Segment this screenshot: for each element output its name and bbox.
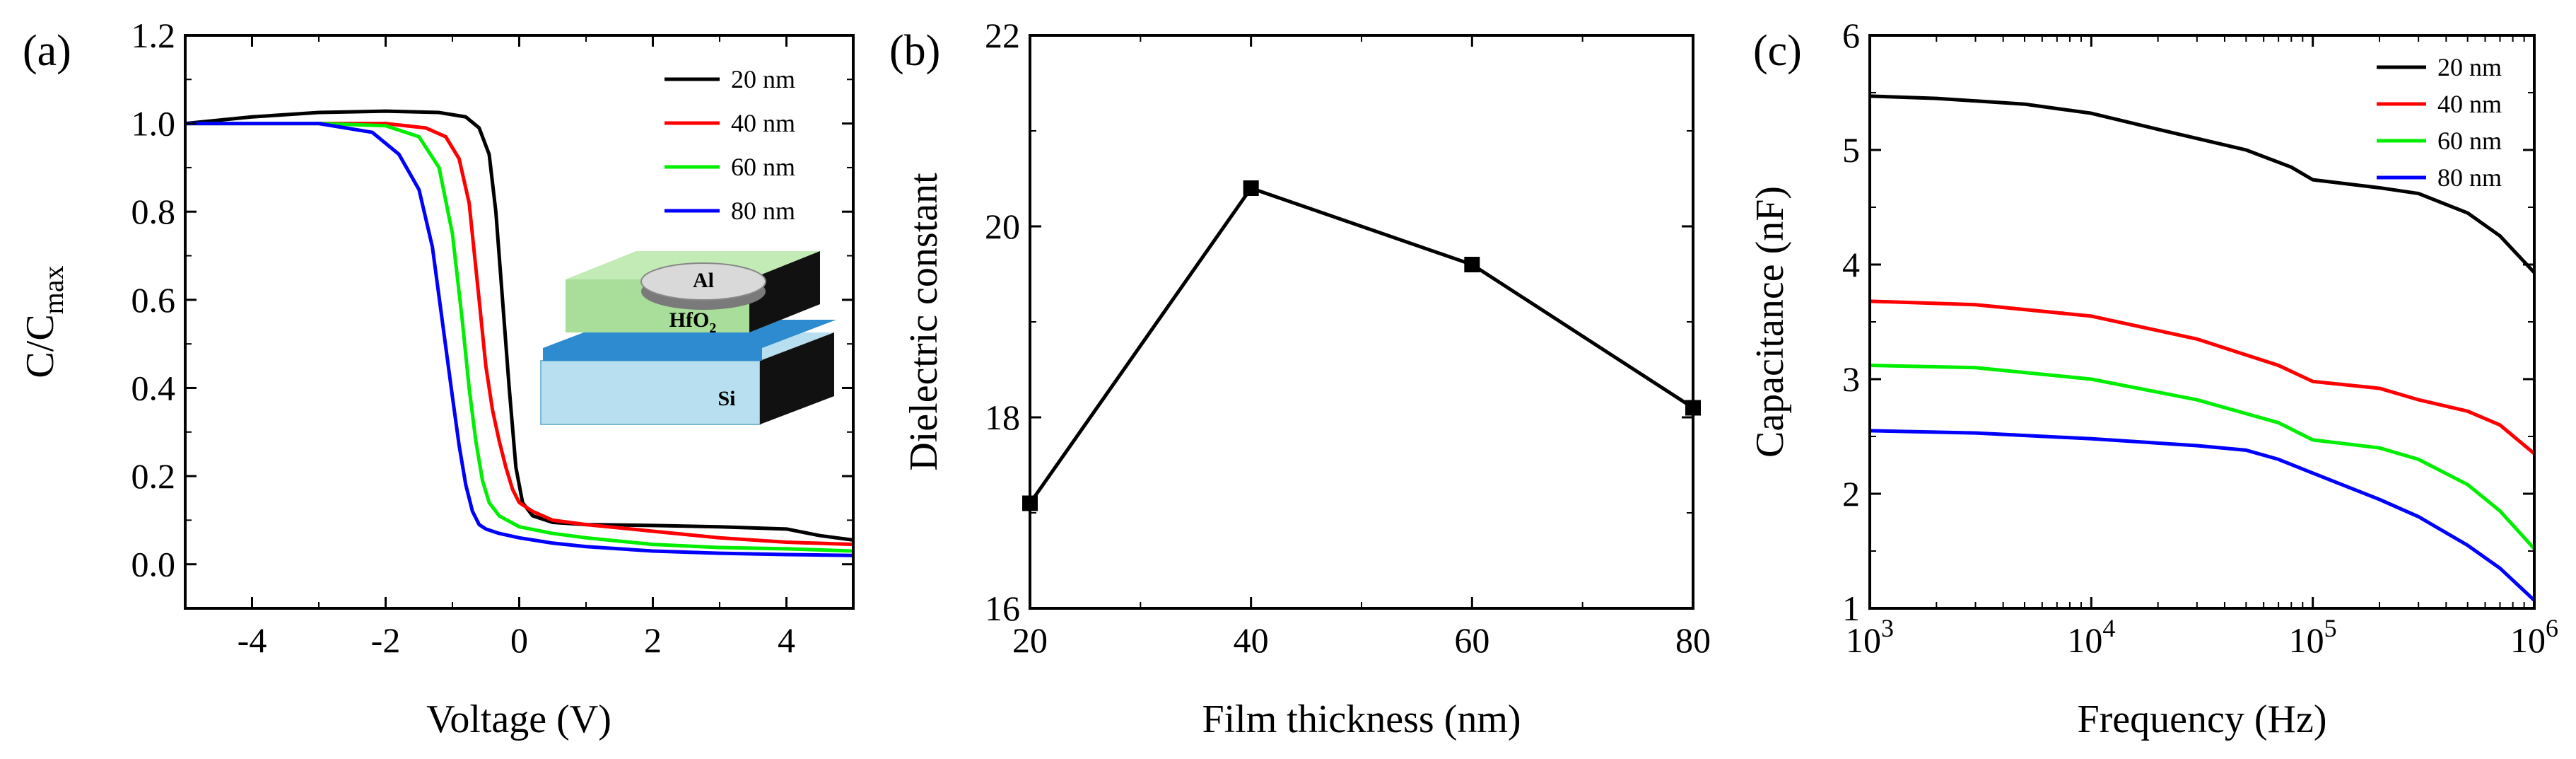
x-tick-label: 104 <box>2067 614 2115 660</box>
y-tick-label: 20 <box>985 207 1020 246</box>
panel-a-ylabel-main: C/C <box>18 314 62 378</box>
y-tick-label: 1.0 <box>131 104 176 144</box>
panel-a-legend: 20 nm 40 nm 60 nm 80 nm <box>665 65 795 225</box>
x-tick-exponent: 6 <box>2546 614 2558 642</box>
panel-b-label: (b) <box>889 27 940 75</box>
x-tick-label: 80 <box>1675 620 1711 660</box>
y-tick-label: 1 <box>1842 589 1860 628</box>
panel-b-frame <box>1029 34 1694 610</box>
inset-si-label: Si <box>718 387 735 410</box>
panel-a-label: (a) <box>23 27 71 75</box>
series-line-80-nm <box>185 122 854 557</box>
x-tick-label: 105 <box>2289 614 2337 660</box>
inset-hfo2-label: HfO2 <box>669 308 717 336</box>
y-tick-label: 4 <box>1842 245 1860 284</box>
x-tick-label: -2 <box>371 620 401 660</box>
x-tick-base: 10 <box>2289 620 2324 660</box>
panel-c-frame <box>1868 34 2536 610</box>
y-tick-label: 6 <box>1842 16 1860 55</box>
series-line-dielectric-constant <box>1028 186 1694 504</box>
panel-a-xlabel: Voltage (V) <box>426 697 611 741</box>
legend-label: 60 nm <box>731 153 795 181</box>
x-tick-label: 40 <box>1234 620 1269 660</box>
y-tick-label: 22 <box>985 16 1020 55</box>
series-line-20-nm <box>1869 94 2536 274</box>
series-line-60-nm <box>1869 364 2536 550</box>
panel-a-ylabel-sub: max <box>37 265 69 314</box>
panel-c-legend: 20 nm 40 nm 60 nm 80 nm <box>2377 53 2502 192</box>
series-line-40-nm <box>185 122 854 547</box>
y-tick-label: 0.6 <box>131 280 176 320</box>
legend-label: 20 nm <box>2437 53 2502 81</box>
x-tick-label: 20 <box>1012 620 1048 660</box>
x-tick-label: 103 <box>1846 614 1894 660</box>
y-tick-label: 0.8 <box>131 192 176 231</box>
y-tick-label: 16 <box>985 589 1020 628</box>
x-tick-exponent: 3 <box>1881 614 1894 642</box>
legend-label: 60 nm <box>2437 127 2502 155</box>
data-point-marker <box>1243 180 1259 196</box>
legend-label: 80 nm <box>731 197 795 225</box>
x-tick-exponent: 5 <box>2324 614 2337 642</box>
series-line-20-nm <box>185 109 854 542</box>
inset-hfo2-side <box>749 251 820 332</box>
legend-label: 40 nm <box>731 109 795 137</box>
panel-c-xlabel: Frequency (Hz) <box>2078 697 2327 741</box>
panel-a: (a) -4 -2 0 2 4 0.0 0.2 0.4 0.6 0.8 1.0 1.2 Voltage… <box>18 16 855 741</box>
y-tick-label: 5 <box>1842 130 1860 170</box>
x-tick-base: 10 <box>1846 620 1881 660</box>
panel-c-curves <box>1869 94 2536 602</box>
panel-b-ylabel: Dielectric constant <box>902 173 946 471</box>
device-inset: Al HfO2 Si <box>540 251 836 425</box>
x-tick-label: 60 <box>1454 620 1489 660</box>
inset-si-side <box>760 332 834 424</box>
x-tick-base: 10 <box>2067 620 2102 660</box>
legend-label: 40 nm <box>2437 90 2502 118</box>
inset-hfo2-sub: 2 <box>709 320 716 336</box>
series-line-40-nm <box>1869 299 2536 456</box>
panel-a-curves <box>185 109 854 557</box>
inset-al-disc <box>640 262 766 301</box>
x-tick-label: 0 <box>510 620 528 660</box>
series-line-60-nm <box>185 122 854 553</box>
panel-c-label: (c) <box>1753 27 1802 75</box>
panel-b: (b) 20 40 60 80 16 18 20 22 Film thickness (nm)… <box>889 16 1711 741</box>
legend-label: 20 nm <box>731 65 795 93</box>
panel-a-ylabel: C/Cmax <box>18 265 69 378</box>
panel-c-ylabel: Capacitance (nF) <box>1748 186 1792 458</box>
panel-b-curves <box>1022 180 1701 511</box>
y-tick-label: 3 <box>1842 359 1860 399</box>
x-tick-label: 106 <box>2510 614 2558 660</box>
legend-label: 80 nm <box>2437 163 2502 192</box>
series-line-80-nm <box>1869 429 2536 602</box>
data-point-marker <box>1464 257 1480 272</box>
y-tick-label: 0.4 <box>131 368 176 407</box>
x-tick-exponent: 4 <box>2102 614 2115 642</box>
inset-blue-front <box>543 348 762 361</box>
y-tick-label: 1.2 <box>131 16 176 55</box>
panel-b-xlabel: Film thickness (nm) <box>1202 697 1521 741</box>
x-tick-label: -4 <box>238 620 267 660</box>
x-tick-label: 2 <box>644 620 662 660</box>
y-tick-label: 2 <box>1842 474 1860 514</box>
inset-al-label: Al <box>693 269 714 292</box>
x-tick-base: 10 <box>2510 620 2546 660</box>
inset-hfo2-main: HfO <box>669 308 710 332</box>
y-tick-label: 18 <box>985 398 1020 437</box>
x-tick-label: 4 <box>778 620 795 660</box>
y-tick-label: 0.0 <box>131 545 176 584</box>
y-tick-label: 0.2 <box>131 456 176 496</box>
